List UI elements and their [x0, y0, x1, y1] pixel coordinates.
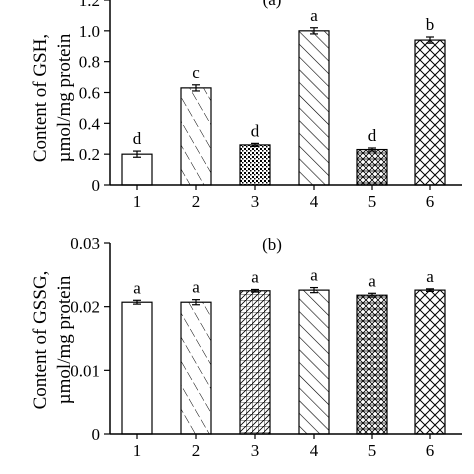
panel-b-ytick-label: 0	[92, 425, 101, 444]
panel-a-xtick-label: 5	[368, 192, 377, 211]
panel-b-bar-3	[239, 290, 271, 435]
panel-b-xtick-label: 5	[368, 441, 377, 460]
panel-a-label: (a)	[263, 0, 282, 9]
panel-a-ytick-label: 0.8	[79, 53, 100, 72]
panel-a-bar-1	[121, 153, 153, 186]
panel-a-bar-2	[180, 87, 212, 186]
panel-b-sig-letter: a	[192, 278, 200, 297]
panel-b-bars: a aa a a a	[121, 266, 446, 435]
panel-a-ytick-label: 0.4	[79, 114, 101, 133]
panel-a-xtick-label: 6	[426, 192, 435, 211]
panel-a-ylabel-line1: Content of GSH,	[30, 34, 51, 162]
panel-b-bar-6	[414, 289, 446, 435]
panel-a-sig-letter: b	[426, 15, 435, 34]
panel-b-xtick-label: 4	[310, 441, 319, 460]
panel-b-bar-1	[121, 301, 153, 435]
panel-b-sig-letter: a	[251, 267, 259, 286]
panel-a-xtick-label: 3	[251, 192, 260, 211]
panel-a-bars: d c d a d b	[121, 6, 446, 186]
panel-a-sig-letter: a	[310, 6, 318, 25]
panel-b-label: (b)	[262, 235, 282, 254]
panel-b-sig-letter: a	[310, 266, 318, 285]
panel-b-ytick-label: 0.03	[70, 234, 100, 253]
panel-a-sig-letter: d	[251, 121, 260, 140]
panel-b-bar-5	[356, 294, 388, 435]
panel-a-sig-letter: d	[368, 126, 377, 145]
panel-a-bar-5	[356, 148, 388, 186]
panel-a-ytick-label: 0.6	[79, 84, 100, 103]
panel-b-ylabel-line1: Content of GSSG,	[30, 271, 51, 410]
panel-a-xtick-label: 1	[133, 192, 142, 211]
panel-b-ytick-label: 0.01	[70, 361, 100, 380]
panel-a-bar-6	[414, 39, 446, 186]
panel-a-x-ticks: 1 2 3 4 5 6	[133, 185, 435, 211]
panel-a: (a) Content of GSH, µmol/mg protein 0 0.2…	[30, 0, 462, 211]
panel-b-xtick-label: 3	[251, 441, 260, 460]
panel-a-y-ticks: 0 0.2 0.4 0.6 0.8 1.0 1.2	[79, 0, 110, 195]
panel-a-xtick-label: 4	[310, 192, 319, 211]
panel-b-bar-4	[298, 289, 330, 435]
panel-a-bar-3	[239, 144, 271, 186]
panel-b-xtick-label: 6	[426, 441, 435, 460]
panel-b-sig-letter: a	[426, 267, 434, 286]
panel-a-bar-4	[298, 30, 330, 186]
panel-b-xtick-label: 2	[192, 441, 201, 460]
panel-a-sig-letter: d	[133, 129, 142, 148]
panel-b-sig-letter: a	[368, 271, 376, 290]
panel-a-ylabel-line2: µmol/mg protein	[54, 33, 75, 162]
panel-a-ytick-label: 1.2	[79, 0, 100, 10]
panel-a-xtick-label: 2	[192, 192, 201, 211]
panel-b: (b) Content of GSSG, µmol/mg protein 0 0.…	[30, 234, 462, 460]
panel-b-x-ticks: 1 2 3 4 5 6	[133, 434, 435, 460]
panel-b-ytick-label: 0.02	[70, 298, 100, 317]
panel-b-bar-2	[180, 301, 212, 435]
panel-a-ytick-label: 0.2	[79, 145, 100, 164]
panel-b-ylabel-line2: µmol/mg protein	[54, 275, 75, 404]
panel-a-sig-letter: c	[192, 63, 200, 82]
panel-a-ytick-label: 1.0	[79, 22, 100, 41]
panel-b-xtick-label: 1	[133, 441, 142, 460]
panel-b-sig-letter: a	[133, 278, 141, 297]
panel-b-y-ticks: 0 0.01 0.02 0.03	[70, 234, 110, 444]
panel-a-ytick-label: 0	[92, 176, 101, 195]
